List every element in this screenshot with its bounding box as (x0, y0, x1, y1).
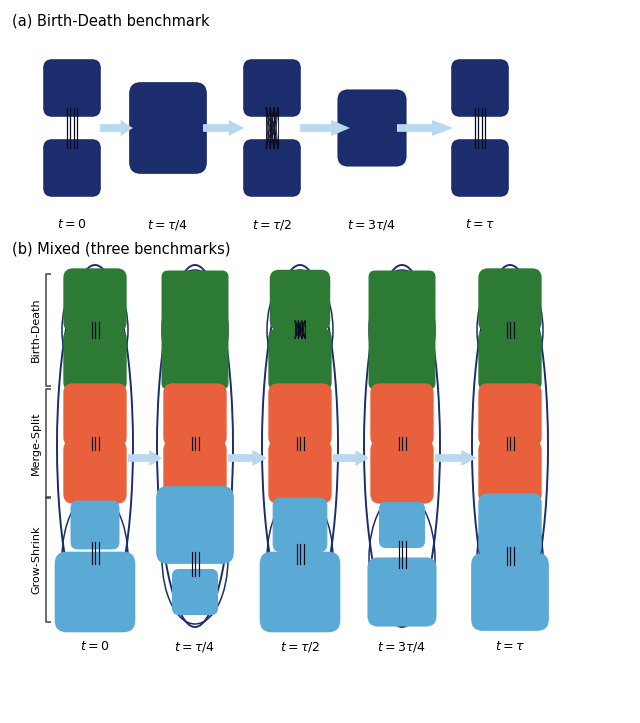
Polygon shape (300, 120, 350, 136)
FancyBboxPatch shape (371, 440, 434, 504)
FancyBboxPatch shape (163, 383, 227, 447)
Polygon shape (333, 450, 369, 466)
FancyBboxPatch shape (129, 82, 207, 174)
FancyBboxPatch shape (172, 569, 218, 615)
FancyBboxPatch shape (156, 486, 234, 564)
FancyBboxPatch shape (268, 328, 332, 392)
Polygon shape (397, 120, 453, 136)
Polygon shape (228, 450, 267, 466)
Text: (a) Birth-Death benchmark: (a) Birth-Death benchmark (12, 14, 210, 29)
Text: $t = \tau$: $t = \tau$ (495, 640, 525, 653)
Polygon shape (128, 450, 162, 466)
FancyBboxPatch shape (478, 268, 541, 332)
Text: $t = 3\tau/4$: $t = 3\tau/4$ (378, 640, 427, 654)
FancyBboxPatch shape (70, 500, 120, 549)
Text: Grow-Shrink: Grow-Shrink (31, 525, 41, 594)
Polygon shape (435, 450, 477, 466)
FancyBboxPatch shape (44, 140, 101, 197)
FancyBboxPatch shape (268, 440, 332, 504)
FancyBboxPatch shape (63, 328, 127, 392)
FancyBboxPatch shape (63, 383, 127, 447)
Text: Birth-Death: Birth-Death (31, 298, 41, 362)
FancyBboxPatch shape (471, 553, 549, 631)
Text: $t = 0$: $t = 0$ (58, 218, 86, 231)
FancyBboxPatch shape (369, 270, 435, 390)
FancyBboxPatch shape (63, 440, 127, 504)
Text: $t = 0$: $t = 0$ (80, 640, 109, 653)
FancyBboxPatch shape (478, 440, 541, 504)
FancyBboxPatch shape (379, 502, 425, 548)
Text: $t = \tau/2$: $t = \tau/2$ (280, 640, 320, 654)
FancyBboxPatch shape (478, 328, 541, 392)
Text: $t = \tau/4$: $t = \tau/4$ (174, 640, 216, 654)
Text: Merge-Split: Merge-Split (31, 411, 41, 475)
FancyBboxPatch shape (337, 90, 406, 166)
Text: $t = 3\tau/4$: $t = 3\tau/4$ (348, 218, 397, 232)
Text: (b) Mixed (three benchmarks): (b) Mixed (three benchmarks) (12, 242, 230, 257)
Text: $t = \tau$: $t = \tau$ (465, 218, 495, 231)
FancyBboxPatch shape (243, 59, 301, 117)
FancyBboxPatch shape (478, 383, 541, 447)
FancyBboxPatch shape (478, 493, 541, 557)
FancyBboxPatch shape (268, 383, 332, 447)
FancyBboxPatch shape (451, 59, 509, 117)
FancyBboxPatch shape (243, 140, 301, 197)
FancyBboxPatch shape (163, 440, 227, 504)
Text: $t = \tau/4$: $t = \tau/4$ (147, 218, 189, 232)
FancyBboxPatch shape (161, 270, 228, 390)
FancyBboxPatch shape (54, 552, 135, 633)
FancyBboxPatch shape (270, 270, 330, 330)
FancyBboxPatch shape (367, 557, 436, 627)
FancyBboxPatch shape (63, 268, 127, 332)
FancyBboxPatch shape (44, 59, 101, 117)
FancyBboxPatch shape (260, 552, 340, 633)
FancyBboxPatch shape (273, 497, 328, 552)
FancyBboxPatch shape (451, 140, 509, 197)
FancyBboxPatch shape (371, 383, 434, 447)
Text: $t = \tau/2$: $t = \tau/2$ (252, 218, 292, 232)
Polygon shape (203, 120, 244, 136)
Polygon shape (100, 120, 133, 136)
